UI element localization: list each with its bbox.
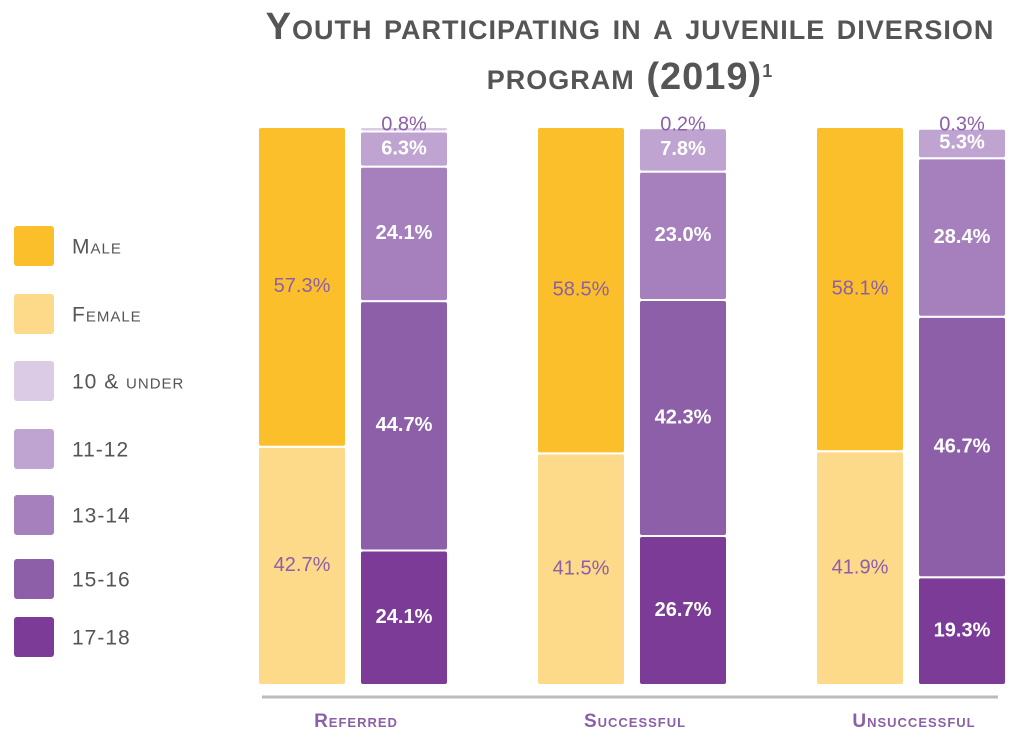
legend-swatch xyxy=(14,559,54,599)
legend-label: 15-16 xyxy=(72,569,131,592)
value-label: 26.7% xyxy=(655,599,712,621)
value-label: 0.8% xyxy=(381,113,427,135)
value-label: 28.4% xyxy=(934,226,991,248)
value-label: 42.7% xyxy=(274,554,331,576)
legend-swatch xyxy=(14,617,54,657)
bar-segment xyxy=(815,126,905,453)
legend-label: 10 & under xyxy=(72,371,184,394)
legend-swatch xyxy=(14,429,54,469)
chart-title-box: Youth participating in a juvenile divers… xyxy=(250,2,1010,102)
value-label: 46.7% xyxy=(934,435,991,457)
value-label: 23.0% xyxy=(655,224,712,246)
value-label: 58.1% xyxy=(832,277,889,299)
value-label: 5.3% xyxy=(939,132,985,154)
value-label: 19.3% xyxy=(934,619,991,641)
value-label: 57.3% xyxy=(274,275,331,297)
chart-title: Youth participating in a juvenile divers… xyxy=(265,6,995,98)
legend-swatch xyxy=(14,294,54,334)
legend-swatch xyxy=(14,495,54,535)
x-tick-label: Referred xyxy=(314,711,398,732)
bar-segment xyxy=(638,126,728,130)
x-tick-label: Successful xyxy=(584,711,686,732)
value-label: 24.1% xyxy=(376,222,433,244)
bar-segment xyxy=(359,126,449,133)
value-label: 6.3% xyxy=(381,137,427,159)
bar-segment xyxy=(917,126,1007,130)
bar-segment xyxy=(257,126,347,448)
legend-swatch xyxy=(14,361,54,401)
title-note: 1 xyxy=(762,61,774,81)
value-label: 44.7% xyxy=(376,414,433,436)
legend-label: 17-18 xyxy=(72,627,131,650)
bar-segment xyxy=(536,126,626,455)
value-label: 0.2% xyxy=(660,113,706,135)
value-label: 41.9% xyxy=(832,556,889,578)
value-label: 7.8% xyxy=(660,138,706,160)
legend-swatch xyxy=(14,226,54,266)
value-label: 42.3% xyxy=(655,406,712,428)
legend-label: 11-12 xyxy=(72,439,129,462)
value-label: 41.5% xyxy=(553,557,610,579)
x-tick-label: Unsuccessful xyxy=(852,711,975,732)
legend-label: Male xyxy=(72,236,122,259)
value-label: 58.5% xyxy=(553,278,610,300)
legend-label: 13-14 xyxy=(72,505,131,528)
value-label: 24.1% xyxy=(376,606,433,628)
legend-label: Female xyxy=(72,304,142,327)
value-label: 0.3% xyxy=(939,113,985,135)
